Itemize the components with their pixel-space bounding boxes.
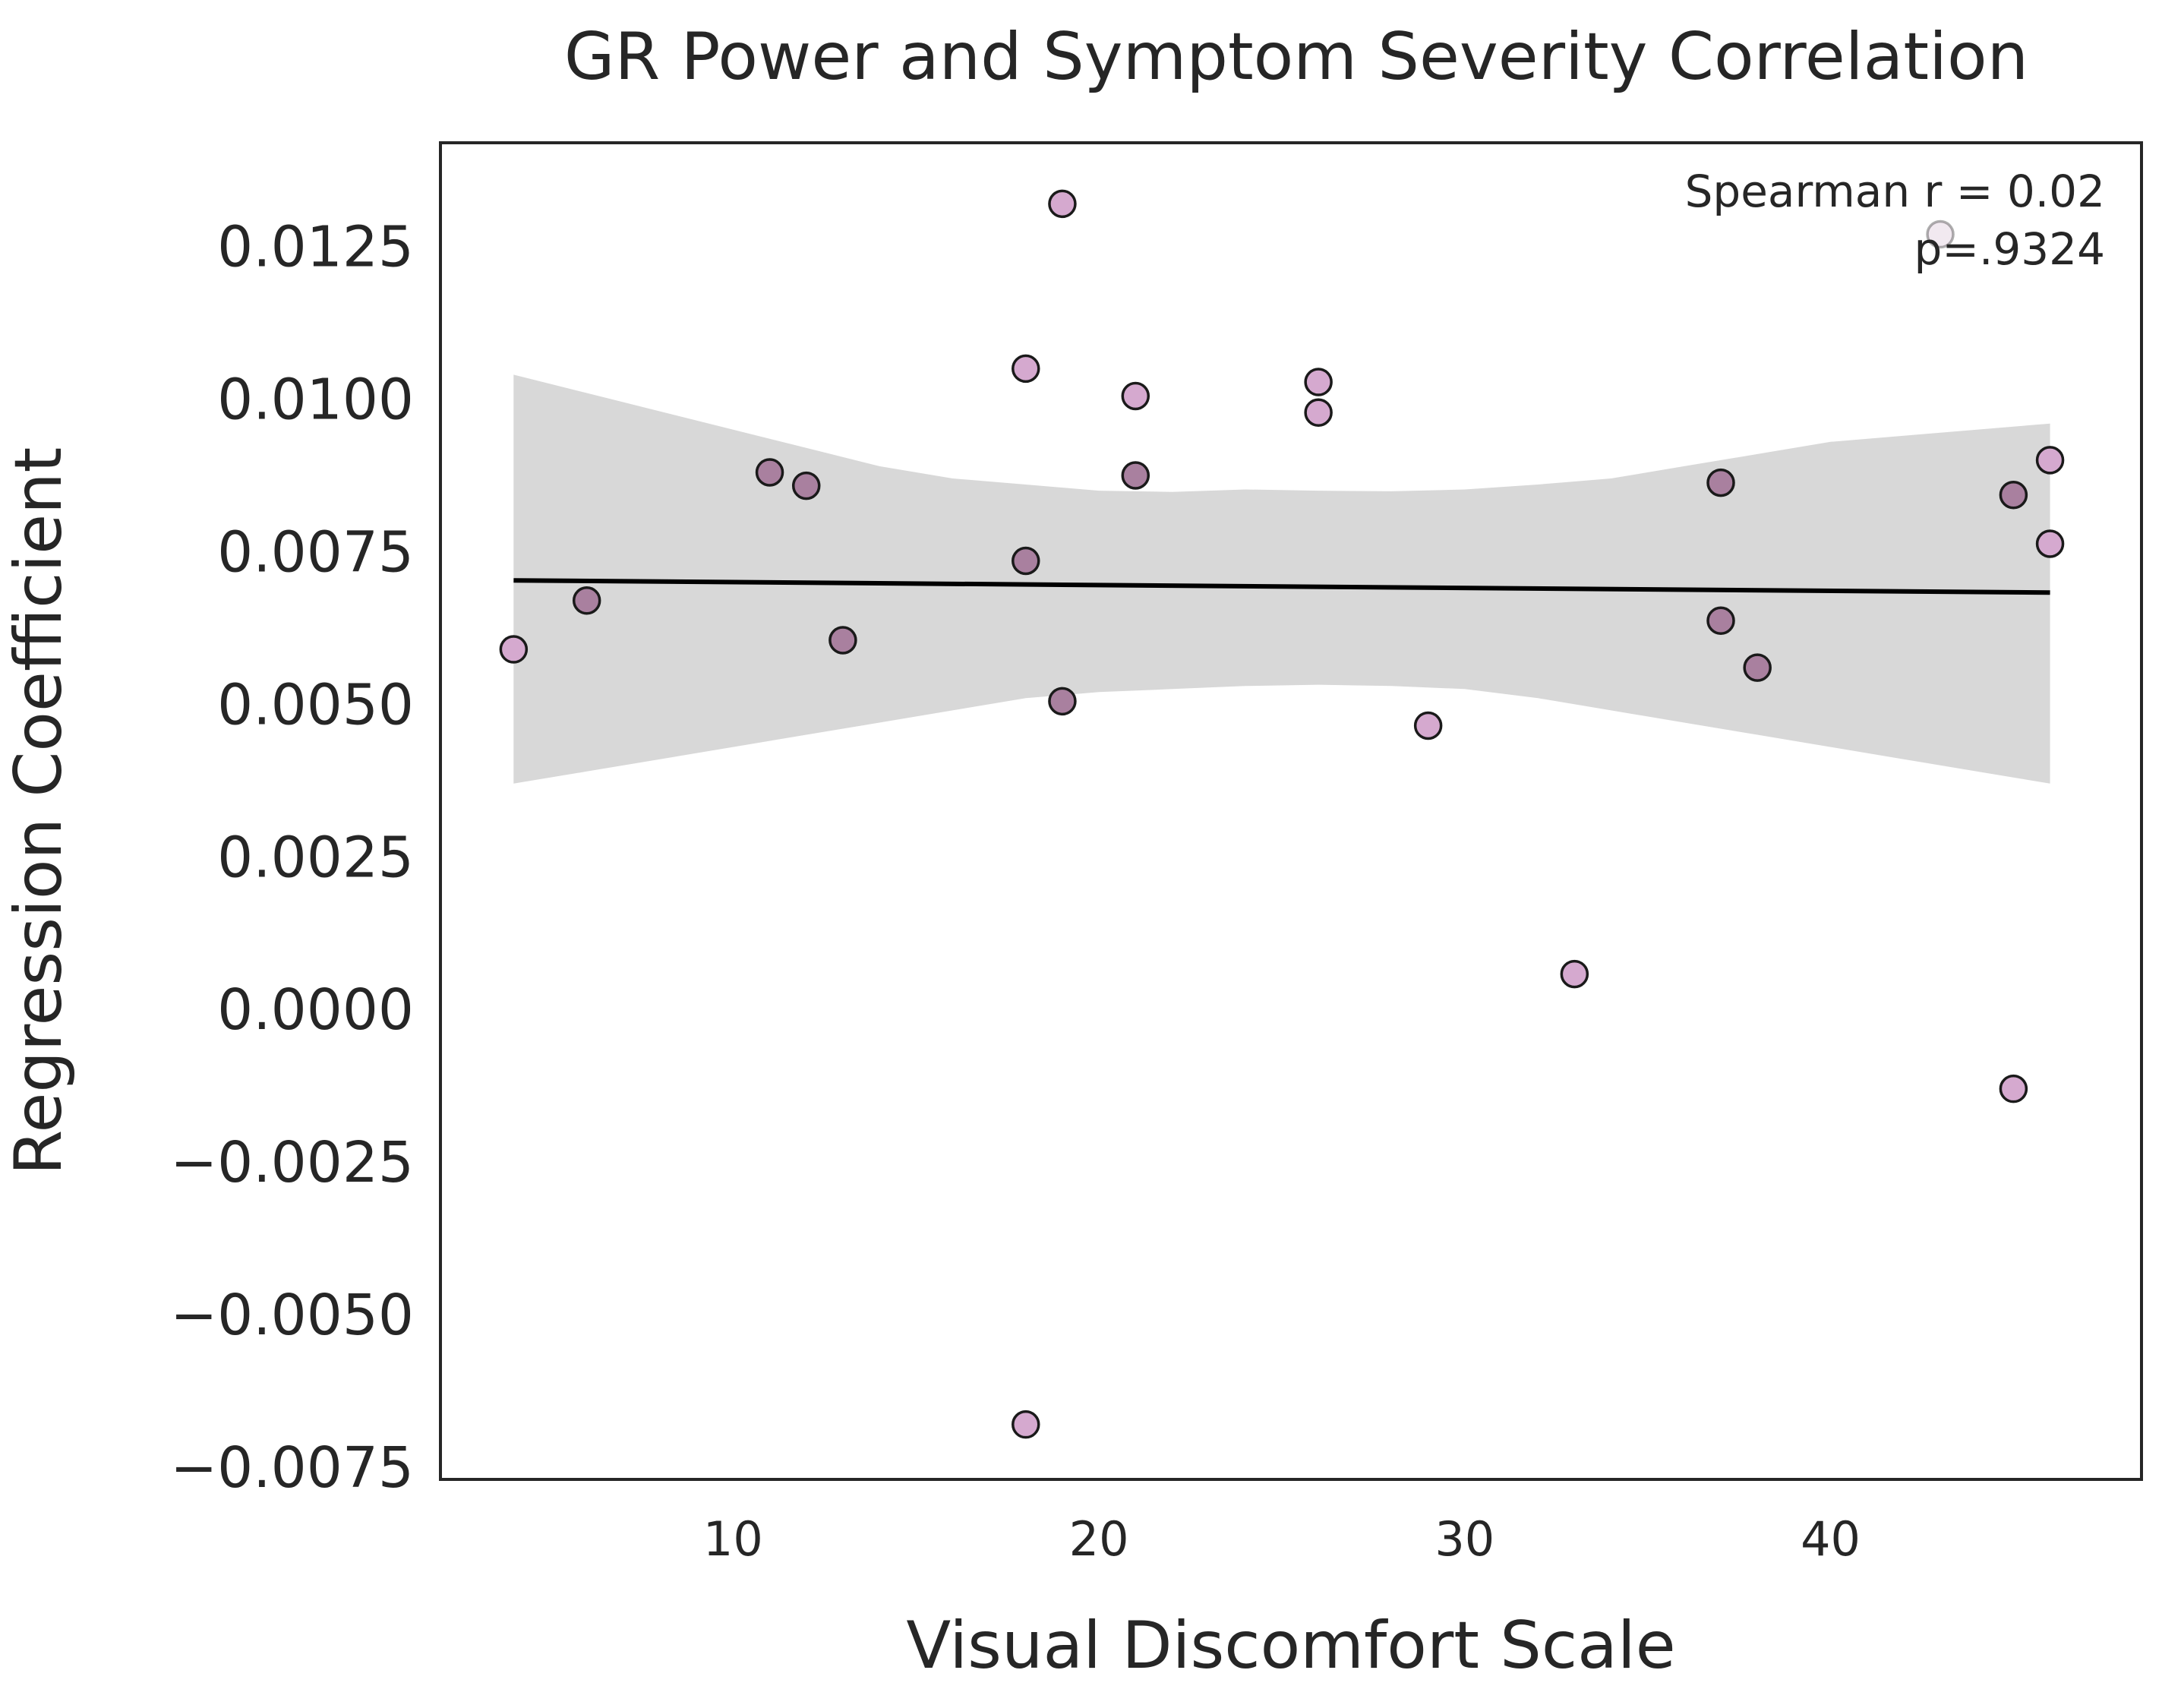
y-tick-label: −0.0025 [170, 1130, 414, 1195]
y-tick-labels: −0.0075 −0.0050 −0.0025 0.0000 0.0025 0.0050 0… [170, 215, 414, 1501]
data-point [829, 626, 857, 655]
data-points-layer [499, 189, 2065, 1439]
data-point [1012, 546, 1040, 576]
data-point [1706, 606, 1735, 636]
chart-title: GR Power and Symptom Severity Correlatio… [564, 19, 2028, 95]
regression-line-layer [513, 578, 2050, 595]
data-point [755, 458, 784, 487]
x-tick-label: 20 [1069, 1511, 1129, 1567]
data-point [1413, 711, 1443, 740]
data-point [2035, 529, 2065, 558]
data-point [2035, 446, 2065, 475]
data-point [1304, 368, 1333, 396]
data-point [1999, 1074, 2028, 1103]
y-tick-label: 0.0000 [217, 977, 414, 1043]
data-point [1121, 381, 1150, 411]
x-tick-labels: 10 20 30 40 [703, 1511, 1861, 1567]
y-tick-label: −0.0075 [170, 1435, 414, 1501]
x-tick-label: 30 [1434, 1511, 1494, 1567]
x-tick-label: 40 [1801, 1511, 1861, 1567]
y-tick-label: −0.0050 [170, 1283, 414, 1348]
y-tick-label: 0.0075 [217, 519, 414, 585]
regression-line [513, 578, 2050, 595]
confidence-band [513, 374, 2050, 784]
y-tick-label: 0.0050 [217, 672, 414, 737]
data-point [1048, 687, 1077, 716]
p-value-annotation: p=.9324 [1914, 223, 2105, 275]
data-point [791, 471, 821, 500]
y-axis-label: Regression Coefficient [1, 447, 77, 1176]
data-point [1706, 468, 1735, 497]
confidence-band-layer [513, 374, 2050, 784]
spearman-annotation: Spearman r = 0.02 [1685, 166, 2105, 217]
data-point [1012, 354, 1040, 384]
plot-frame [439, 141, 2143, 1481]
data-point [1048, 189, 1077, 219]
data-point [1926, 219, 1955, 249]
y-tick-label: 0.0125 [217, 215, 414, 280]
data-point [1999, 480, 2028, 510]
data-point [1121, 461, 1150, 490]
data-point [1743, 653, 1772, 682]
data-point [1012, 1410, 1040, 1439]
x-axis-label: Visual Discomfort Scale [906, 1608, 1675, 1684]
x-tick-label: 10 [703, 1511, 763, 1567]
data-point [1304, 398, 1333, 427]
data-point [499, 635, 529, 664]
data-point [572, 586, 601, 615]
data-point [1560, 959, 1589, 989]
y-tick-label: 0.0025 [217, 825, 414, 890]
y-tick-label: 0.0100 [217, 368, 414, 433]
